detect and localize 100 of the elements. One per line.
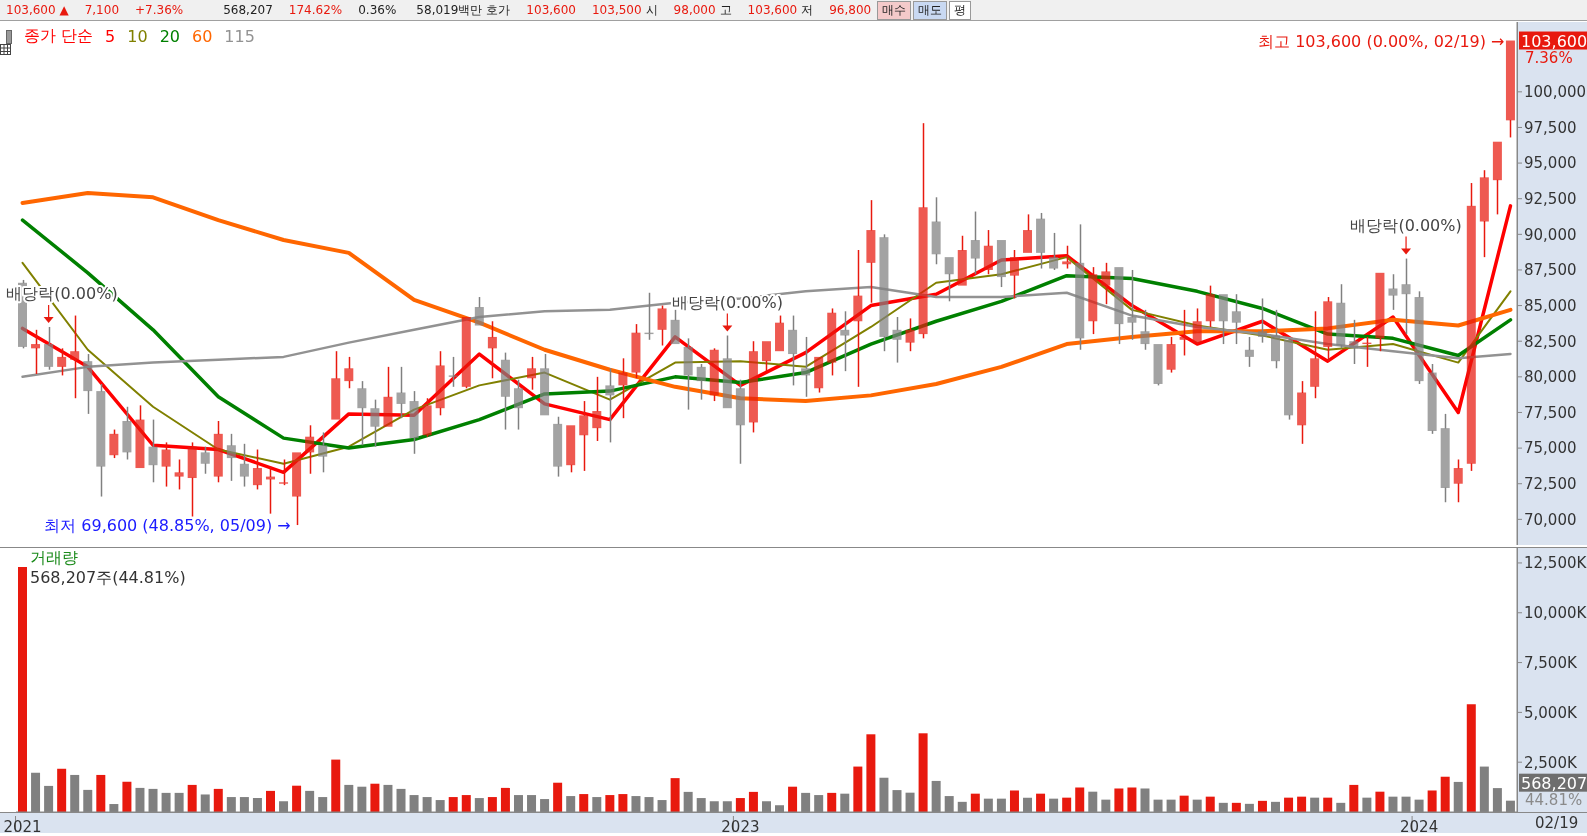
legend-title: 거래량 [30,548,78,567]
candlestick [70,314,80,399]
y-tick-label: 7,500K [1524,653,1578,672]
text: 568,207 [1521,773,1587,793]
y-tick-label: 97,500 [1524,118,1577,137]
bar [500,787,510,812]
y-tick-label: 2,500K [1524,753,1578,772]
bar [187,784,197,812]
bar [1466,704,1476,812]
text: 103,600 [526,3,576,17]
y-tick-label: 75,000 [1524,439,1577,458]
y-tick-label: 85,000 [1524,296,1577,315]
bar [1036,793,1046,812]
candlestick [853,249,863,388]
text: 매도 [913,0,948,20]
text: 평 [949,0,972,20]
bar [122,781,132,812]
y-tick-label: 77,500 [1524,403,1577,422]
annotation: 최고 103,600 (0.00%, 02/19) → [1258,31,1505,51]
bar [1114,788,1124,812]
text: 매수 [877,0,912,20]
annotation: 최저 69,600 (48.85%, 05/09) → [44,516,291,536]
candlestick [840,310,850,372]
bar [918,733,928,812]
bar [1205,796,1215,812]
candlestick [722,334,732,409]
x-tick-label: 2021 [3,818,42,836]
bar [1179,795,1189,812]
bar [461,795,471,812]
bar [605,795,615,812]
bar [1009,790,1019,812]
bar [1427,790,1437,812]
y-tick-label: 12,500K [1524,554,1587,573]
bar [18,566,27,812]
annotation: 568,207주(44.81%) [30,568,186,587]
bar [57,768,67,812]
bar [1127,787,1137,812]
candlestick [944,257,954,303]
legend-title: 종가 단순 [24,26,94,47]
bar [970,793,980,812]
bar [1075,787,1085,812]
text: 10 [127,27,148,46]
text: 103,600 ▲ [6,3,69,17]
text: 44.81% [1525,790,1583,809]
y-tick-label: 82,500 [1524,332,1577,351]
y-tick-label: 5,000K [1524,703,1578,722]
bar [618,794,628,812]
candlestick [1492,141,1502,216]
text: 시 [645,1,658,19]
bar [331,759,341,812]
x-tick-label: 2024 [1400,818,1439,836]
candlestick [1218,294,1228,345]
bar [1257,800,1267,812]
text: 568,207 [223,3,273,17]
bar [827,792,837,812]
y-tick-label: 92,500 [1524,190,1577,209]
bar [1323,797,1333,812]
text: 0.36% [358,3,397,17]
text: 103,600 [747,3,798,17]
bar [1297,796,1307,812]
bar [1284,797,1294,812]
y-tick-label: 100,000 [1524,83,1587,102]
candlestick [866,199,876,304]
bar [292,785,302,812]
bar [96,774,106,812]
y-tick-label: 10,000K [1524,604,1587,623]
bar [487,797,497,812]
y-tick-label: 95,000 [1524,154,1577,173]
text: 60 [192,27,213,46]
y-tick-label: 87,500 [1524,261,1577,280]
candlestick [383,366,393,427]
text: 115 [224,27,255,46]
bar [735,798,745,812]
text: 98,000 [673,3,716,17]
bar [553,782,563,812]
bar [853,766,863,812]
y-tick-label: 80,000 [1524,368,1577,387]
text: 5 [105,27,116,46]
bar [866,734,876,812]
text: 58,019백만 [416,1,483,19]
bar [213,788,223,812]
bar [448,797,458,812]
text: 7.36% [1525,48,1573,67]
bar [370,783,380,812]
candlestick [292,452,302,526]
text: 20 [159,27,180,46]
bar [1349,784,1359,812]
bar [265,790,275,812]
x-tick-label: 2023 [721,818,760,836]
bar [670,778,680,812]
y-tick-label: 72,500 [1524,475,1577,494]
text: 96,800 [829,3,872,17]
bar [748,791,758,812]
text: 호가 [486,1,511,19]
candlestick [1114,267,1124,345]
text: 저 [801,1,814,19]
text: 7,100 [84,3,120,17]
bar [579,794,589,812]
bar [1440,776,1450,812]
text: 고 [719,1,732,19]
